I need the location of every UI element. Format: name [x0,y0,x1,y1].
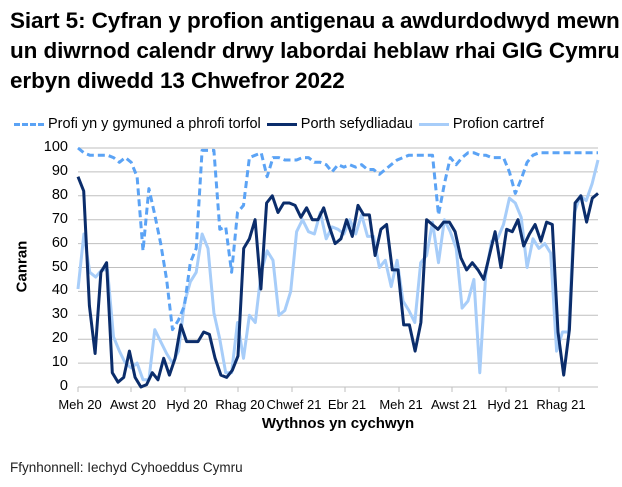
gridlines [78,147,598,388]
series-lines [76,146,600,389]
y-tick-label: 30 [51,306,68,323]
legend-item-community-testing: Profi yn y gymuned a phrofi torfol [14,116,261,132]
legend-item-home-tests: Profion cartref [418,116,544,132]
x-tick-label: Rhag 21 [536,397,586,412]
legend-label: Porth sefydliadau [300,116,413,132]
y-tick-label: 100 [43,139,68,155]
x-axis [77,387,560,392]
x-tick-label: Rhag 20 [215,397,265,412]
solid-dark-line-swatch-icon [266,122,297,126]
x-tick-label: Ebr 21 [327,397,367,412]
y-tick-label: 70 [51,210,68,227]
y-tick-label: 10 [51,354,68,371]
series-line [76,159,600,382]
x-tick-label: Meh 20 [58,397,102,412]
x-tick-label: Meh 21 [379,397,423,412]
solid-light-line-swatch-icon [418,122,449,126]
y-tick-label: 60 [51,234,68,251]
x-tick-label: Hyd 20 [166,397,208,412]
x-tick-label: Hyd 21 [487,397,529,412]
series-line [77,146,598,332]
legend-item-organisations-portal: Porth sefydliadau [266,116,413,132]
y-tick-label: 50 [51,258,68,275]
x-tick-label: Awst 20 [109,397,157,412]
series-line [76,176,599,389]
y-axis-label: Canran [13,240,31,293]
x-axis-label: Wythnos yn cychwyn [261,415,415,432]
y-tick-label: 80 [51,186,68,203]
legend-label: Profi yn y gymuned a phrofi torfol [48,116,261,132]
source-note: Ffynhonnell: Iechyd Cyhoeddus Cymru [10,460,243,475]
y-tick-label: 90 [51,162,68,179]
dashed-line-swatch-icon [14,122,44,126]
x-tick-label: Awst 21 [430,397,478,412]
y-tick-label: 0 [59,378,68,394]
legend-label: Profion cartref [452,116,544,132]
y-tick-label: 40 [51,282,68,299]
y-tick-label: 20 [51,330,68,347]
x-tick-label: Chwef 21 [266,397,322,412]
chart-legend: Profi yn y gymuned a phrofi torfol Porth… [14,114,550,134]
chart-title: Siart 5: Cyfran y profion antigenau a aw… [10,8,620,93]
